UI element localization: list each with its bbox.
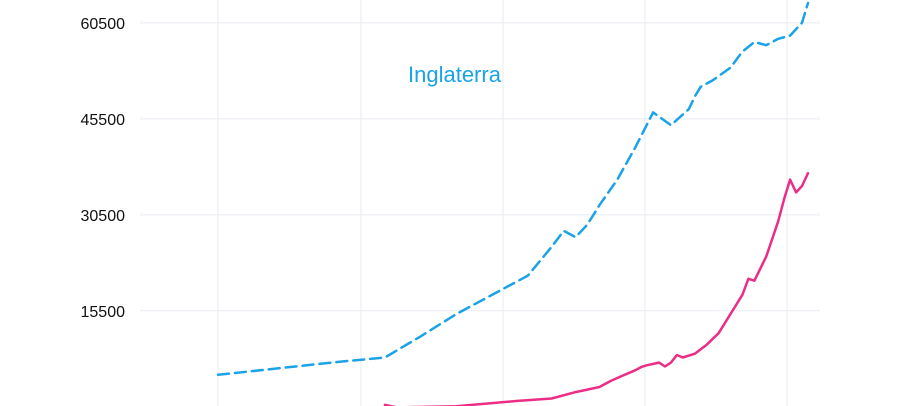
grid bbox=[140, 0, 820, 406]
series bbox=[216, 1, 810, 406]
y-tick-label: 30500 bbox=[81, 208, 126, 225]
y-axis-ticks: 15500 30500 45500 60500 bbox=[81, 16, 126, 321]
y-tick-label: 45500 bbox=[81, 112, 126, 129]
series-line-dashed bbox=[216, 1, 810, 377]
series-line-solid bbox=[383, 171, 810, 406]
series-label-inglaterra: Inglaterra bbox=[408, 62, 502, 87]
y-tick-label: 60500 bbox=[81, 16, 126, 33]
y-tick-label: 15500 bbox=[81, 304, 126, 321]
